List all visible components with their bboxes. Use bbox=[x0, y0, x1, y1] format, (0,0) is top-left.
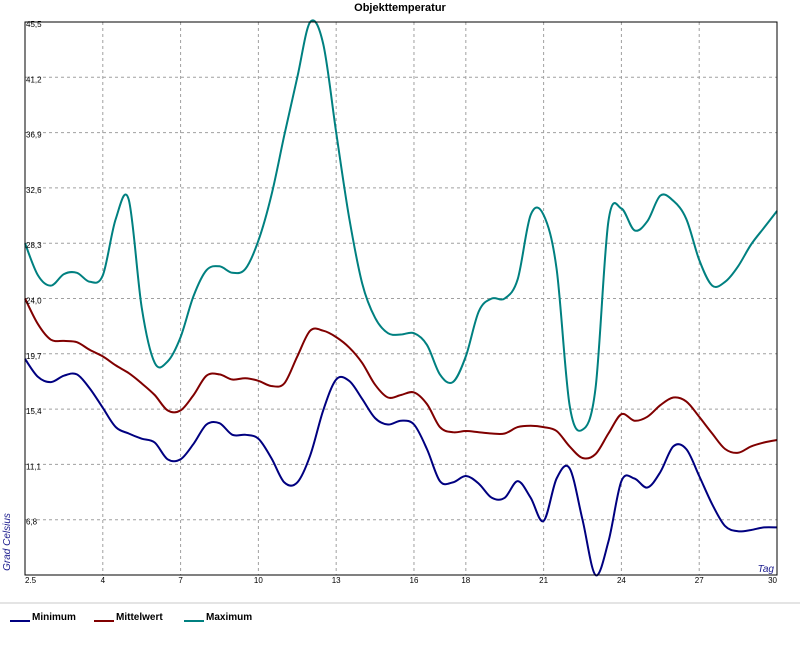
y-tick-label: 45,5 bbox=[26, 20, 42, 29]
x-tick-label: 13 bbox=[332, 576, 341, 585]
x-tick-label: 7 bbox=[178, 576, 183, 585]
plot-frame bbox=[24, 21, 778, 576]
legend-label-mittelwert: Mittelwert bbox=[116, 612, 163, 623]
legend: Minimum Mittelwert Maximum bbox=[10, 612, 252, 623]
chart-title: Objekttemperatur bbox=[354, 2, 446, 14]
tick-labels: 2.5 4 7 10 13 16 18 21 24 27 30 6,8 11,1 15,4 19,7 24,0… bbox=[25, 20, 778, 585]
series-line-mittelwert bbox=[24, 298, 778, 460]
y-tick-label: 32,6 bbox=[26, 186, 42, 195]
x-axis-label: Tag bbox=[758, 564, 775, 575]
x-tick-label: 30 bbox=[768, 576, 777, 585]
x-tick-label: 27 bbox=[695, 576, 704, 585]
y-tick-label: 41,2 bbox=[26, 75, 42, 84]
grid-lines bbox=[25, 22, 777, 575]
y-tick-label: 19,7 bbox=[26, 352, 42, 361]
y-tick-label: 6,8 bbox=[26, 518, 38, 527]
series-line-maximum bbox=[24, 19, 778, 432]
legend-label-maximum: Maximum bbox=[206, 612, 252, 623]
y-tick-label: 36,9 bbox=[26, 131, 42, 140]
legend-label-minimum: Minimum bbox=[32, 612, 76, 623]
x-tick-label: 24 bbox=[617, 576, 626, 585]
x-tick-label: 16 bbox=[410, 576, 419, 585]
y-tick-label: 15,4 bbox=[26, 407, 42, 416]
x-tick-label: 4 bbox=[101, 576, 106, 585]
series-lines bbox=[24, 19, 778, 577]
x-tick-label: 10 bbox=[254, 576, 263, 585]
y-tick-label: 28,3 bbox=[26, 241, 42, 250]
x-tick-label: 21 bbox=[539, 576, 548, 585]
x-tick-label: 18 bbox=[461, 576, 470, 585]
series-line-minimum bbox=[24, 358, 778, 577]
x-tick-label: 2.5 bbox=[25, 576, 37, 585]
y-axis-label: Grad Celsius bbox=[2, 513, 13, 571]
y-tick-label: 11,1 bbox=[26, 462, 42, 471]
y-tick-label: 24,0 bbox=[26, 297, 42, 306]
